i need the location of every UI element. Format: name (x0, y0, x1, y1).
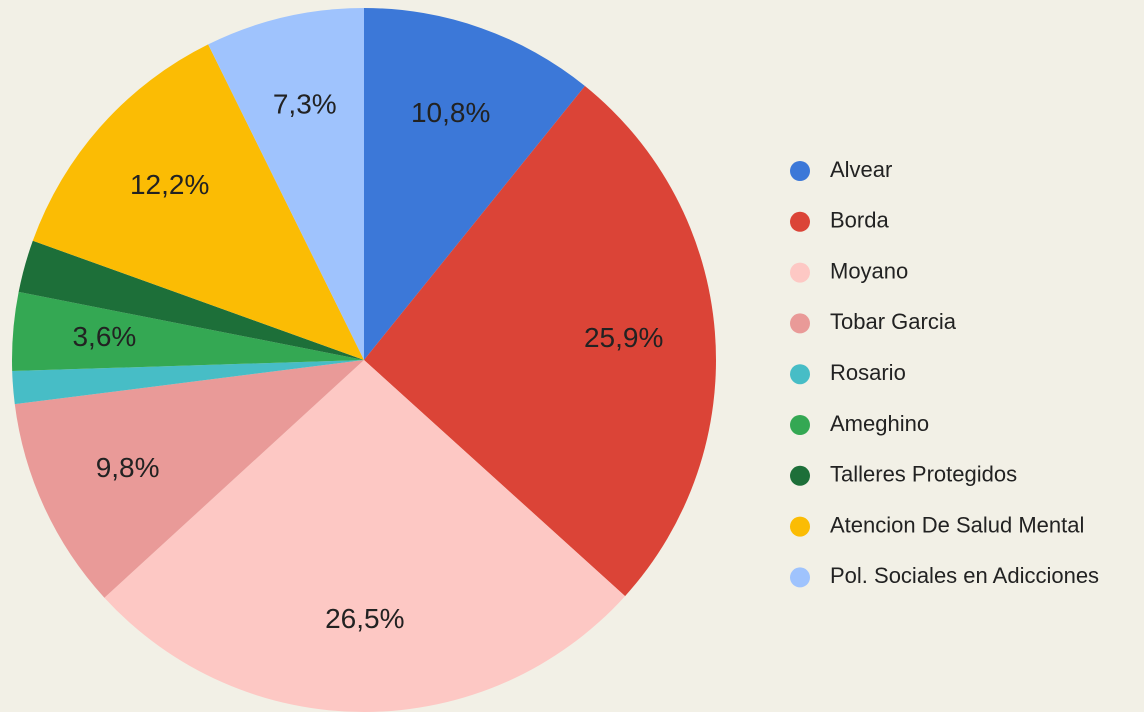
legend-marker (790, 161, 810, 181)
legend-label: Rosario (830, 360, 906, 385)
slice-label: 26,5% (325, 603, 404, 634)
pie-slice (364, 85, 717, 597)
pie-slice (12, 291, 365, 372)
pie-slice (12, 360, 364, 405)
legend-label: Borda (830, 208, 889, 233)
legend-label: Alvear (830, 157, 892, 182)
pie-slice (104, 360, 626, 712)
slice-label: 10,8% (411, 97, 490, 128)
legend-label: Ameghino (830, 411, 929, 436)
legend-marker (790, 364, 810, 385)
pie-slice (32, 44, 365, 360)
pie-slice (14, 360, 364, 598)
legend-label: Pol. Sociales en Adicciones (830, 563, 1099, 588)
legend-marker (790, 415, 810, 435)
legend-label: Atencion De Salud Mental (830, 512, 1084, 537)
slice-label: 3,6% (72, 321, 136, 352)
legend-marker (790, 465, 810, 486)
pie-slice (364, 8, 585, 360)
legend-label: Talleres Protegidos (830, 462, 1017, 487)
slice-label: 25,9% (584, 322, 663, 353)
legend-label: Tobar Garcia (830, 309, 957, 334)
slice-label: 9,8% (96, 452, 160, 483)
slice-label: 12,2% (130, 169, 209, 200)
slice-label: 7,3% (273, 89, 337, 120)
legend-marker (790, 313, 810, 334)
legend-marker (790, 262, 810, 283)
legend-marker (790, 516, 810, 537)
legend-label: Moyano (830, 258, 908, 283)
legend-marker (790, 567, 810, 588)
pie-slice (18, 240, 365, 360)
legend-marker (790, 211, 810, 232)
pie-slice (208, 8, 364, 360)
